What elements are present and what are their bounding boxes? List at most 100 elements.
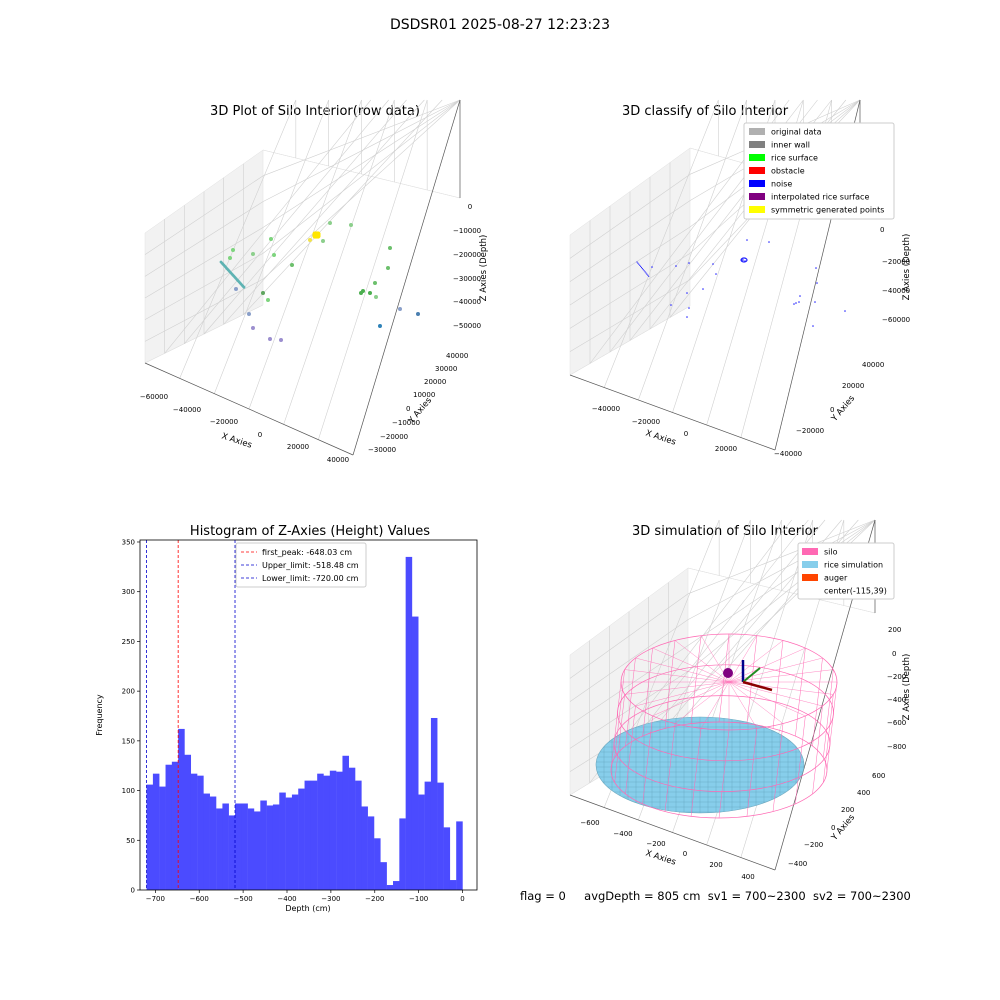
hist-bar bbox=[222, 803, 229, 890]
silo-wire bbox=[812, 657, 823, 747]
hist-legend-label: first_peak: -648.03 cm bbox=[262, 548, 352, 557]
cls-legend-label: inner wall bbox=[771, 141, 810, 150]
cls-legend-swatch bbox=[749, 141, 765, 148]
sv2-text: sv2 = 700~2300 bbox=[812, 889, 911, 903]
silo-wire bbox=[625, 705, 636, 795]
cls-x-tick: −40000 bbox=[592, 405, 620, 413]
hist-bar bbox=[449, 880, 457, 890]
hist-bar bbox=[285, 797, 293, 890]
silo-wire bbox=[690, 635, 702, 724]
hist-title: Histogram of Z-Axies (Height) Values bbox=[189, 524, 431, 539]
hist-bar bbox=[310, 780, 318, 890]
hist-bar bbox=[374, 838, 381, 890]
cls-point bbox=[637, 262, 639, 264]
figure-title: DSDSR01 2025-08-27 12:23:23 bbox=[389, 17, 610, 33]
cls-point bbox=[651, 266, 653, 268]
raw-point bbox=[416, 312, 420, 316]
hist-bar bbox=[456, 821, 463, 890]
silo-wire bbox=[728, 681, 834, 695]
hist-axes: −700 −600 −500 −400 −300 −200 −100 0 0 50 100 150 2… bbox=[95, 538, 478, 913]
raw-y-tick: −20000 bbox=[380, 433, 408, 441]
raw-point bbox=[279, 338, 283, 342]
sim-title: 3D simulation of Silo Interior bbox=[632, 524, 818, 539]
silo-wire bbox=[664, 640, 676, 729]
raw-point bbox=[386, 266, 390, 270]
sim-y-tick: 0 bbox=[831, 824, 835, 832]
silo-wire bbox=[795, 648, 806, 737]
sim-y-tick: −200 bbox=[804, 841, 823, 849]
panel-raw-3d: 3D Plot of Silo Interior(row data) −6000… bbox=[130, 99, 500, 470]
cls-point bbox=[816, 282, 818, 284]
sim-legend-swatch bbox=[802, 561, 818, 568]
silo-wire bbox=[826, 681, 838, 771]
cls-legend-label: original data bbox=[771, 128, 822, 137]
sim-legend-label: center(-115,39) bbox=[824, 587, 887, 596]
raw-grid-line bbox=[144, 278, 264, 342]
raw-x-tick: 0 bbox=[258, 431, 262, 439]
silo-wire bbox=[728, 657, 823, 683]
cls-point bbox=[793, 303, 795, 305]
silo-wire bbox=[795, 715, 806, 804]
hist-y-tick-label: 100 bbox=[122, 787, 135, 795]
silo-wire bbox=[642, 715, 653, 804]
raw-grid-line bbox=[262, 99, 461, 280]
cls-point bbox=[641, 268, 643, 270]
silo-wire bbox=[728, 681, 784, 724]
cls-point bbox=[646, 273, 648, 275]
hist-bar bbox=[348, 767, 356, 890]
hist-bar bbox=[235, 803, 242, 890]
cls-legend-label: symmetric generated points bbox=[771, 206, 884, 215]
hist-bar bbox=[247, 808, 255, 890]
silo-wire bbox=[728, 647, 806, 683]
sim-legend-label: silo bbox=[824, 548, 838, 557]
sim-legend: silo rice simulation auger center(-115,39) bbox=[797, 542, 895, 600]
hist-bar bbox=[209, 796, 217, 890]
sim-x-tick: 400 bbox=[741, 873, 754, 881]
hist-bar bbox=[254, 811, 261, 890]
cls-point bbox=[686, 292, 688, 294]
raw-point bbox=[398, 307, 402, 311]
raw-point bbox=[234, 287, 238, 291]
sim-y-tick: −400 bbox=[788, 860, 807, 868]
hist-bar bbox=[317, 773, 324, 890]
hist-bar bbox=[152, 773, 160, 890]
panel-classify-3d: 3D classify of Silo Interior −40000 −200… bbox=[560, 99, 930, 470]
silo-wire bbox=[746, 728, 758, 817]
cls-point bbox=[815, 267, 817, 269]
raw-point bbox=[228, 256, 232, 260]
cls-z-label: Z Axies (Depth) bbox=[902, 234, 912, 301]
silo-wire bbox=[625, 657, 636, 747]
silo-wire bbox=[718, 633, 730, 723]
silo-wire bbox=[812, 705, 823, 795]
hist-bar bbox=[266, 805, 274, 890]
hist-x-tick-label: −700 bbox=[146, 895, 165, 903]
raw-y-tick: 10000 bbox=[413, 391, 435, 399]
cls-point bbox=[795, 302, 797, 304]
raw-z-tick: −30000 bbox=[453, 275, 481, 283]
sim-x-tick: −200 bbox=[646, 840, 665, 848]
hist-x-tick-label: −400 bbox=[277, 895, 296, 903]
cls-y-tick: 0 bbox=[830, 406, 834, 414]
sim-x-tick: −400 bbox=[613, 830, 632, 838]
hist-bar bbox=[203, 793, 210, 890]
cls-point bbox=[686, 316, 688, 318]
hist-bar bbox=[272, 804, 280, 890]
sim-y-tick: 200 bbox=[841, 806, 854, 814]
hist-bar bbox=[146, 784, 154, 890]
raw-z-tick: −50000 bbox=[453, 322, 481, 330]
raw-z-tick: −20000 bbox=[453, 251, 481, 259]
hist-bar bbox=[329, 770, 337, 890]
raw-z-tick: 0 bbox=[468, 203, 472, 211]
cls-point bbox=[688, 262, 690, 264]
silo-wire bbox=[674, 681, 730, 724]
hist-bar bbox=[241, 803, 248, 890]
sim-x-tick: −600 bbox=[580, 819, 599, 827]
silo-wire bbox=[664, 723, 676, 812]
silo-wire bbox=[823, 694, 834, 783]
raw-y-tick: 20000 bbox=[424, 378, 446, 386]
center-marker bbox=[723, 668, 733, 678]
hist-bar bbox=[228, 815, 236, 890]
cls-y-tick: −20000 bbox=[796, 427, 824, 435]
cls-legend-swatch bbox=[749, 128, 765, 135]
cls-legend-label: interpolated rice surface bbox=[771, 193, 869, 202]
